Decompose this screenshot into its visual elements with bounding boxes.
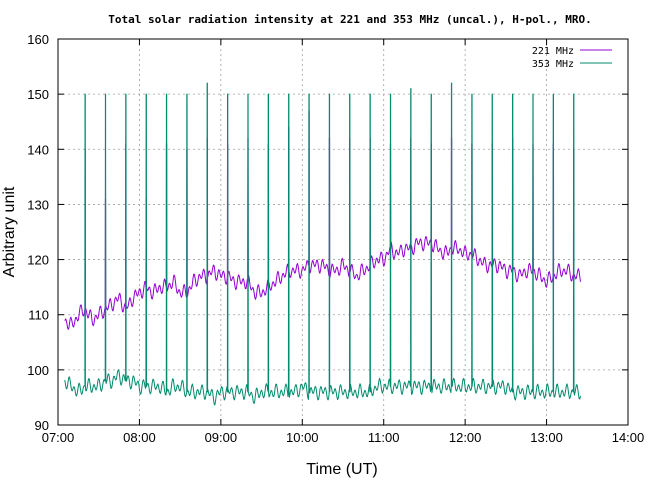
x-tick-label: 14:00 bbox=[612, 430, 645, 445]
series-line-353-mhz bbox=[64, 82, 581, 406]
x-tick-label: 07:00 bbox=[42, 430, 75, 445]
chart-title: Total solar radiation intensity at 221 a… bbox=[108, 13, 591, 26]
y-tick-label: 110 bbox=[28, 308, 49, 323]
x-tick-label: 13:00 bbox=[530, 430, 563, 445]
y-tick-label: 100 bbox=[27, 363, 49, 378]
y-tick-label: 130 bbox=[27, 197, 49, 212]
series-layer bbox=[64, 82, 581, 406]
x-tick-label: 09:00 bbox=[205, 430, 238, 445]
plot-frame bbox=[57, 38, 629, 426]
legend: 221 MHz 353 MHz bbox=[532, 46, 612, 70]
y-tick-label: 90 bbox=[35, 418, 49, 433]
y-tick-label: 160 bbox=[27, 32, 49, 47]
x-tick-label: 08:00 bbox=[123, 430, 156, 445]
y-axis-label: Arbitrary unit bbox=[1, 186, 18, 277]
x-tick-label: 12:00 bbox=[449, 430, 482, 445]
y-tick-label: 140 bbox=[27, 142, 49, 157]
x-tick-label: 10:00 bbox=[286, 430, 319, 445]
series-line-221-mhz bbox=[64, 110, 581, 330]
x-axis-label: Time (UT) bbox=[306, 461, 377, 478]
y-tick-label: 150 bbox=[27, 87, 49, 102]
ticks: 07:00 08:00 09:00 10:00 11:00 12:00 13:00 14:00… bbox=[27, 32, 644, 445]
legend-label-221: 221 MHz bbox=[532, 46, 574, 57]
legend-label-353: 353 MHz bbox=[532, 59, 574, 70]
x-tick-label: 11:00 bbox=[368, 430, 400, 445]
y-tick-label: 120 bbox=[27, 253, 49, 268]
